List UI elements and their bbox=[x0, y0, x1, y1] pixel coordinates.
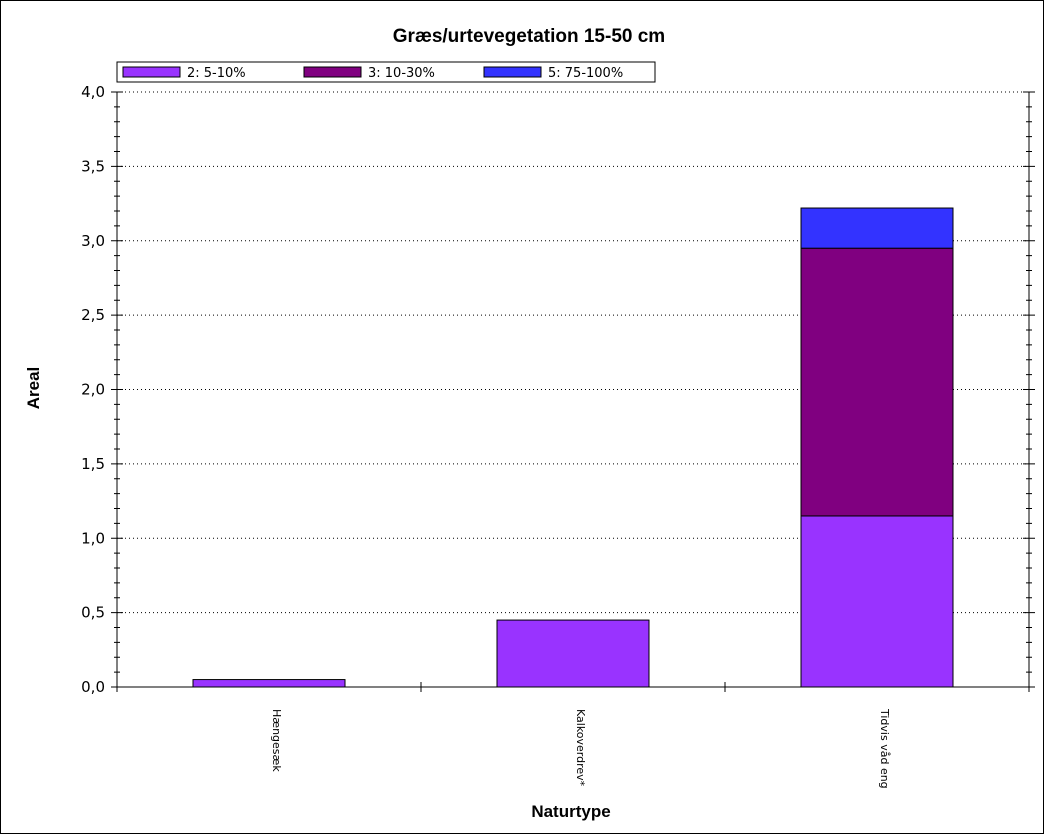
legend-entry: 3: 10-30% bbox=[368, 66, 435, 81]
x-axis-title: Naturtype bbox=[531, 802, 610, 821]
bar-segment bbox=[801, 516, 953, 687]
y-tick-label: 3,5 bbox=[81, 157, 105, 175]
y-tick-label: 3,0 bbox=[81, 232, 105, 250]
chart-title: Græs/urtevegetation 15-50 cm bbox=[393, 26, 665, 47]
x-category-labels: Hængesæk Kalkoverdrev* Tidvis våd eng bbox=[270, 708, 891, 789]
bar-segment bbox=[193, 680, 345, 687]
y-tick-label: 0,5 bbox=[81, 604, 105, 622]
y-tick-label: 2,0 bbox=[81, 381, 105, 399]
legend-swatch bbox=[123, 67, 180, 77]
legend-entry: 5: 75-100% bbox=[548, 66, 623, 81]
bar-segment bbox=[801, 208, 953, 248]
y-tick-label: 1,0 bbox=[81, 529, 105, 547]
x-category-label: Tidvis våd eng bbox=[878, 708, 891, 789]
y-tick-label: 4,0 bbox=[81, 83, 105, 101]
y-tick-labels: 0,0 0,5 1,0 1,5 2,0 2,5 3,0 3,5 4,0 bbox=[81, 83, 105, 696]
y-tick-label: 1,5 bbox=[81, 455, 105, 473]
legend: 2: 5-10% 3: 10-30% 5: 75-100% bbox=[117, 62, 655, 82]
y-axis-title: Areal bbox=[24, 367, 43, 410]
x-category-label: Hængesæk bbox=[270, 709, 283, 772]
bar-segment bbox=[497, 620, 649, 687]
legend-swatch bbox=[304, 67, 361, 77]
legend-entry: 2: 5-10% bbox=[187, 66, 246, 81]
y-tick-label: 0,0 bbox=[81, 678, 105, 696]
bars bbox=[193, 208, 953, 687]
bar-segment bbox=[801, 248, 953, 516]
y-tick-label: 2,5 bbox=[81, 306, 105, 324]
x-category-label: Kalkoverdrev* bbox=[574, 709, 587, 787]
legend-swatch bbox=[484, 67, 541, 77]
